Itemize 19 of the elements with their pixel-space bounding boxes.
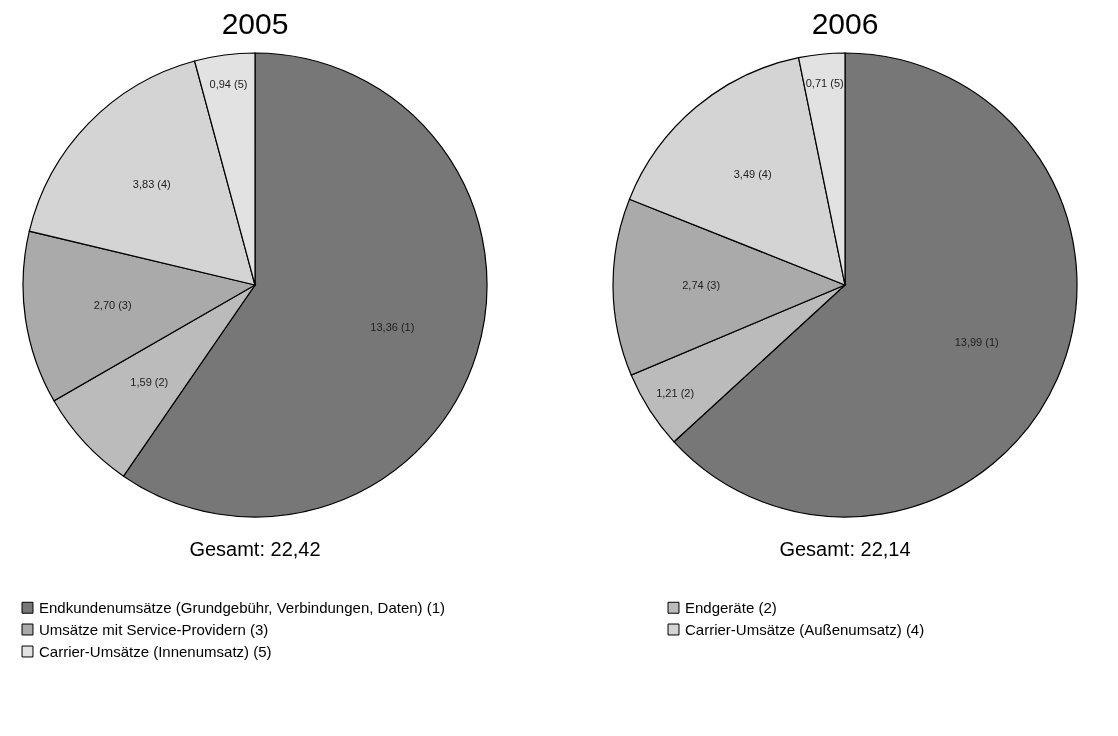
data-label: 1,59 (2) xyxy=(130,375,169,388)
data-label: 3,83 (4) xyxy=(132,177,171,190)
data-label: 0,71 (5) xyxy=(805,77,844,90)
data-label: 1,21 (2) xyxy=(656,386,695,399)
legend-label: Endgeräte (2) xyxy=(685,598,777,616)
legend-label: Umsätze mit Service-Providern (3) xyxy=(39,620,269,638)
legend-label: Endkundenumsätze (Grundgebühr, Verbindungen, Daten) (1) xyxy=(39,598,446,616)
chart-title: 2005 xyxy=(221,7,289,40)
data-label: 3,49 (4) xyxy=(733,167,772,180)
data-label: 2,70 (3) xyxy=(93,298,132,311)
data-label: 2,74 (3) xyxy=(682,279,721,292)
data-label: 0,94 (5) xyxy=(209,77,248,90)
data-label: 13,36 (1) xyxy=(370,320,415,333)
legend-label: Carrier-Umsätze (Innenumsatz) (5) xyxy=(39,642,272,660)
text: Gesamt: 22,42 xyxy=(189,538,321,560)
legend-label: Carrier-Umsätze (Außenumsatz) (4) xyxy=(685,620,925,638)
chart-title: 2006 xyxy=(811,7,879,40)
data-label: 13,99 (1) xyxy=(954,335,999,348)
text: Gesamt: 22,14 xyxy=(779,538,911,560)
